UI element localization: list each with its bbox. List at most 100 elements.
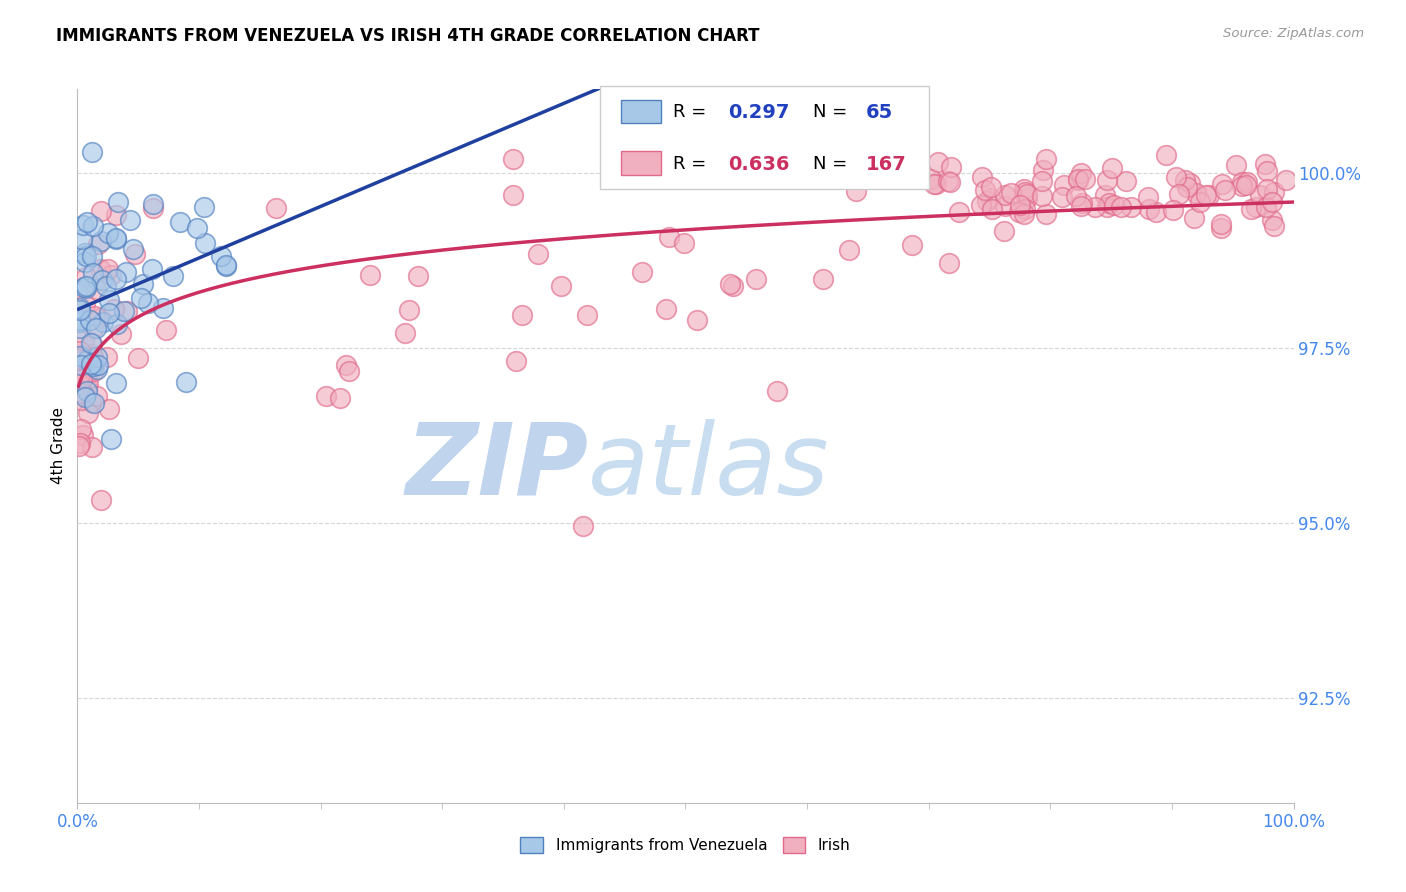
Point — [155, 323, 177, 337]
Point — [938, 256, 960, 270]
Point — [82, 321, 104, 335]
Point — [1066, 171, 1088, 186]
Point — [136, 296, 159, 310]
Point — [1101, 161, 1123, 175]
Point — [1098, 196, 1121, 211]
Point — [105, 317, 128, 331]
Text: R =: R = — [673, 155, 713, 173]
Point — [82, 350, 104, 364]
Point — [77, 376, 100, 391]
Point — [115, 265, 138, 279]
Point — [141, 262, 163, 277]
Point — [73, 280, 96, 294]
Point — [107, 194, 129, 209]
Point — [73, 246, 96, 260]
Point — [838, 243, 860, 257]
Point — [1031, 174, 1053, 188]
Point — [1008, 204, 1031, 219]
Point — [927, 154, 949, 169]
Point — [1256, 201, 1278, 215]
Point — [1188, 194, 1211, 209]
Point — [80, 395, 103, 409]
Text: IMMIGRANTS FROM VENEZUELA VS IRISH 4TH GRADE CORRELATION CHART: IMMIGRANTS FROM VENEZUELA VS IRISH 4TH G… — [56, 27, 759, 45]
Point — [672, 236, 695, 251]
Point — [970, 198, 993, 212]
Point — [70, 358, 93, 372]
Point — [215, 259, 238, 273]
Legend: Immigrants from Venezuela, Irish: Immigrants from Venezuela, Irish — [515, 831, 856, 859]
Point — [1084, 200, 1107, 214]
Point — [994, 199, 1017, 213]
Point — [76, 352, 98, 367]
Point — [82, 266, 104, 280]
Y-axis label: 4th Grade: 4th Grade — [51, 408, 66, 484]
Point — [510, 309, 533, 323]
Point — [406, 268, 429, 283]
Point — [655, 302, 678, 317]
Point — [67, 368, 90, 382]
Point — [76, 214, 98, 228]
Point — [1015, 191, 1038, 205]
Point — [80, 145, 103, 160]
Bar — [621, 100, 661, 123]
Point — [91, 315, 114, 329]
Point — [83, 363, 105, 377]
Point — [329, 391, 352, 405]
Point — [72, 427, 94, 442]
Point — [1161, 203, 1184, 218]
Point — [1234, 178, 1257, 193]
Point — [1256, 164, 1278, 178]
Point — [1064, 189, 1087, 203]
Point — [110, 326, 132, 341]
Point — [1209, 217, 1232, 231]
Point — [77, 406, 100, 420]
Point — [69, 301, 91, 315]
Point — [1070, 195, 1092, 210]
Point — [104, 208, 127, 222]
Text: 0.297: 0.297 — [728, 103, 789, 121]
Point — [1244, 200, 1267, 214]
Point — [315, 389, 337, 403]
Point — [723, 278, 745, 293]
Point — [83, 396, 105, 410]
Point — [765, 384, 787, 398]
Point — [105, 376, 128, 390]
Point — [118, 212, 141, 227]
Point — [70, 393, 93, 408]
Point — [685, 313, 707, 327]
Text: atlas: atlas — [588, 419, 830, 516]
Point — [80, 347, 103, 361]
Point — [112, 304, 135, 318]
Point — [70, 232, 93, 246]
Point — [1010, 198, 1032, 212]
Point — [502, 152, 524, 166]
Point — [75, 281, 97, 295]
Point — [1254, 157, 1277, 171]
Point — [215, 258, 238, 272]
Text: 167: 167 — [866, 154, 907, 174]
Text: 65: 65 — [866, 103, 893, 121]
Point — [86, 362, 108, 376]
Point — [939, 160, 962, 174]
Point — [72, 219, 94, 233]
Point — [631, 265, 654, 279]
Point — [1215, 183, 1237, 197]
Point — [105, 232, 128, 246]
Point — [90, 492, 112, 507]
Point — [1014, 181, 1036, 195]
Point — [104, 231, 127, 245]
Point — [1052, 178, 1074, 192]
Point — [75, 278, 97, 293]
Point — [1260, 195, 1282, 210]
Point — [502, 188, 524, 202]
Point — [745, 272, 768, 286]
Point — [67, 360, 90, 375]
Point — [1000, 186, 1022, 201]
Point — [1074, 172, 1097, 186]
Point — [96, 350, 118, 364]
Point — [1225, 158, 1247, 172]
Point — [980, 179, 1002, 194]
Point — [86, 350, 108, 364]
Point — [1067, 172, 1090, 186]
Point — [1094, 188, 1116, 202]
